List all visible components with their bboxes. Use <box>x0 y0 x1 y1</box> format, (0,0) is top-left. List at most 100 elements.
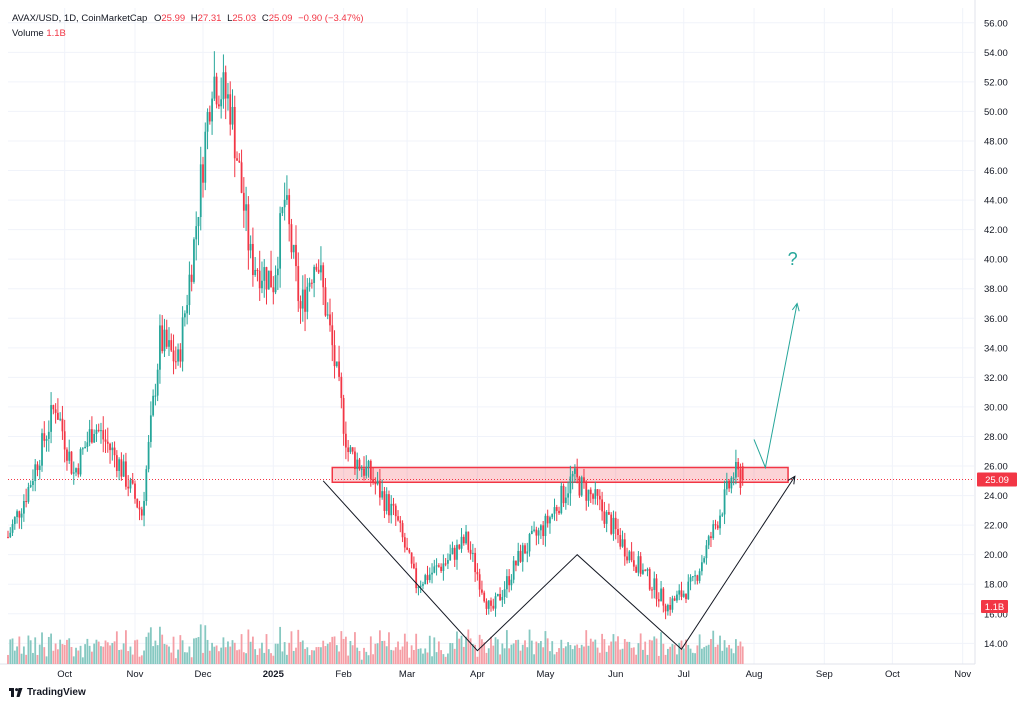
volume-bar <box>199 624 202 664</box>
candle-body <box>397 516 399 521</box>
volume-bar <box>419 648 422 664</box>
volume-bar <box>494 637 497 664</box>
candle-body <box>344 433 347 448</box>
volume-bar <box>215 645 218 664</box>
volume-bar <box>11 638 14 664</box>
volume-bar <box>410 645 413 664</box>
candle-body <box>503 589 506 598</box>
candle-body <box>725 480 728 490</box>
volume-bar <box>490 636 492 664</box>
candle-body <box>335 361 338 367</box>
volume-bar <box>299 641 302 664</box>
time-tick-label: Oct <box>885 669 900 680</box>
candlestick-series <box>7 51 744 620</box>
candle-body <box>703 558 706 563</box>
volume-bar <box>444 656 447 664</box>
candle-body <box>601 499 604 512</box>
candle-body <box>535 529 538 536</box>
volume-bar <box>174 658 177 664</box>
volume-bar <box>181 640 184 664</box>
candle-body <box>401 523 404 538</box>
candle-body <box>111 447 114 451</box>
candle-body <box>102 430 105 440</box>
tradingview-brand[interactable]: TradingView <box>9 687 86 698</box>
volume-bar <box>252 636 254 664</box>
double-bottom-pattern[interactable] <box>322 475 796 652</box>
volume-bar <box>644 641 647 664</box>
candle-body <box>295 244 297 267</box>
candle-body <box>329 314 331 326</box>
candle-body <box>406 547 408 550</box>
candle-body <box>737 461 740 470</box>
volume-bar <box>388 632 390 664</box>
candle-body <box>521 545 524 562</box>
time-axis[interactable]: Oct Nov Dec 2025 Feb Mar Apr May Jun Jul Aug Sep Oct… <box>57 669 971 680</box>
symbol-label[interactable]: AVAX/USD, 1D, CoinMarketCap <box>12 13 148 24</box>
candle-body <box>492 605 495 609</box>
time-tick-label: Aug <box>746 669 763 680</box>
price-tick-label: 40.00 <box>984 255 1008 266</box>
candle-body <box>340 376 343 399</box>
candle-body <box>145 469 148 502</box>
candle-body <box>669 604 672 610</box>
volume-bar <box>417 648 420 664</box>
projection-arrow[interactable]: ? <box>753 249 800 470</box>
volume-bar <box>54 643 57 664</box>
volume-bar <box>229 646 232 664</box>
candle-body <box>183 313 186 318</box>
volume-bar <box>29 640 32 664</box>
volume-bar <box>356 647 359 664</box>
volume-bar <box>149 627 152 664</box>
candle-body <box>109 443 111 451</box>
volume-bar <box>374 643 377 664</box>
volume-bar <box>642 649 644 664</box>
price-axis[interactable]: 14.00 16.00 18.00 20.00 22.00 24.00 26.00 28.00… <box>984 18 1008 650</box>
candle-body <box>104 439 107 442</box>
close-value: 25.09 <box>268 13 293 24</box>
candle-body <box>261 280 263 289</box>
volume-bar <box>390 649 393 664</box>
candle-body <box>564 497 567 504</box>
candle-body <box>673 598 676 601</box>
candle-body <box>528 534 531 552</box>
candle-body <box>608 512 610 515</box>
candle-body <box>143 501 145 516</box>
candle-body <box>292 244 295 253</box>
candle-body <box>75 468 77 473</box>
chart-legend: AVAX/USD, 1D, CoinMarketCap O25.99 H27.3… <box>12 11 364 41</box>
candle-body <box>512 560 515 580</box>
volume-bar <box>603 639 606 664</box>
candle-body <box>553 507 556 514</box>
candle-body <box>390 503 393 516</box>
volume-bar <box>660 632 662 664</box>
candle-body <box>705 545 708 559</box>
candle-body <box>84 446 86 449</box>
resistance-zone[interactable] <box>331 466 789 484</box>
candle-body <box>440 566 443 571</box>
candle-body <box>456 544 458 560</box>
candle-body <box>589 489 592 495</box>
volume-bar <box>190 657 193 664</box>
volume-bar <box>211 642 213 664</box>
volume-bar <box>481 639 483 664</box>
volume-bar <box>655 638 658 664</box>
volume-label[interactable]: Volume <box>12 28 44 39</box>
candle-body <box>435 565 438 567</box>
candle-body <box>304 289 306 312</box>
candle-body <box>562 485 565 504</box>
price-tick-label: 34.00 <box>984 343 1008 354</box>
last-price-badge <box>977 472 1017 487</box>
volume-bar <box>34 637 37 664</box>
price-tick-label: 26.00 <box>984 462 1008 473</box>
candle-body <box>662 588 665 606</box>
volume-bar <box>84 644 86 664</box>
candle-body <box>596 489 599 496</box>
volume-badge-text: 1.1B <box>985 602 1005 613</box>
volume-bar <box>295 647 297 664</box>
candle-body <box>301 289 304 309</box>
volume-bar <box>125 630 127 664</box>
price-tick-label: 22.00 <box>984 521 1008 532</box>
candle-body <box>408 549 411 553</box>
volume-bar <box>451 643 454 664</box>
